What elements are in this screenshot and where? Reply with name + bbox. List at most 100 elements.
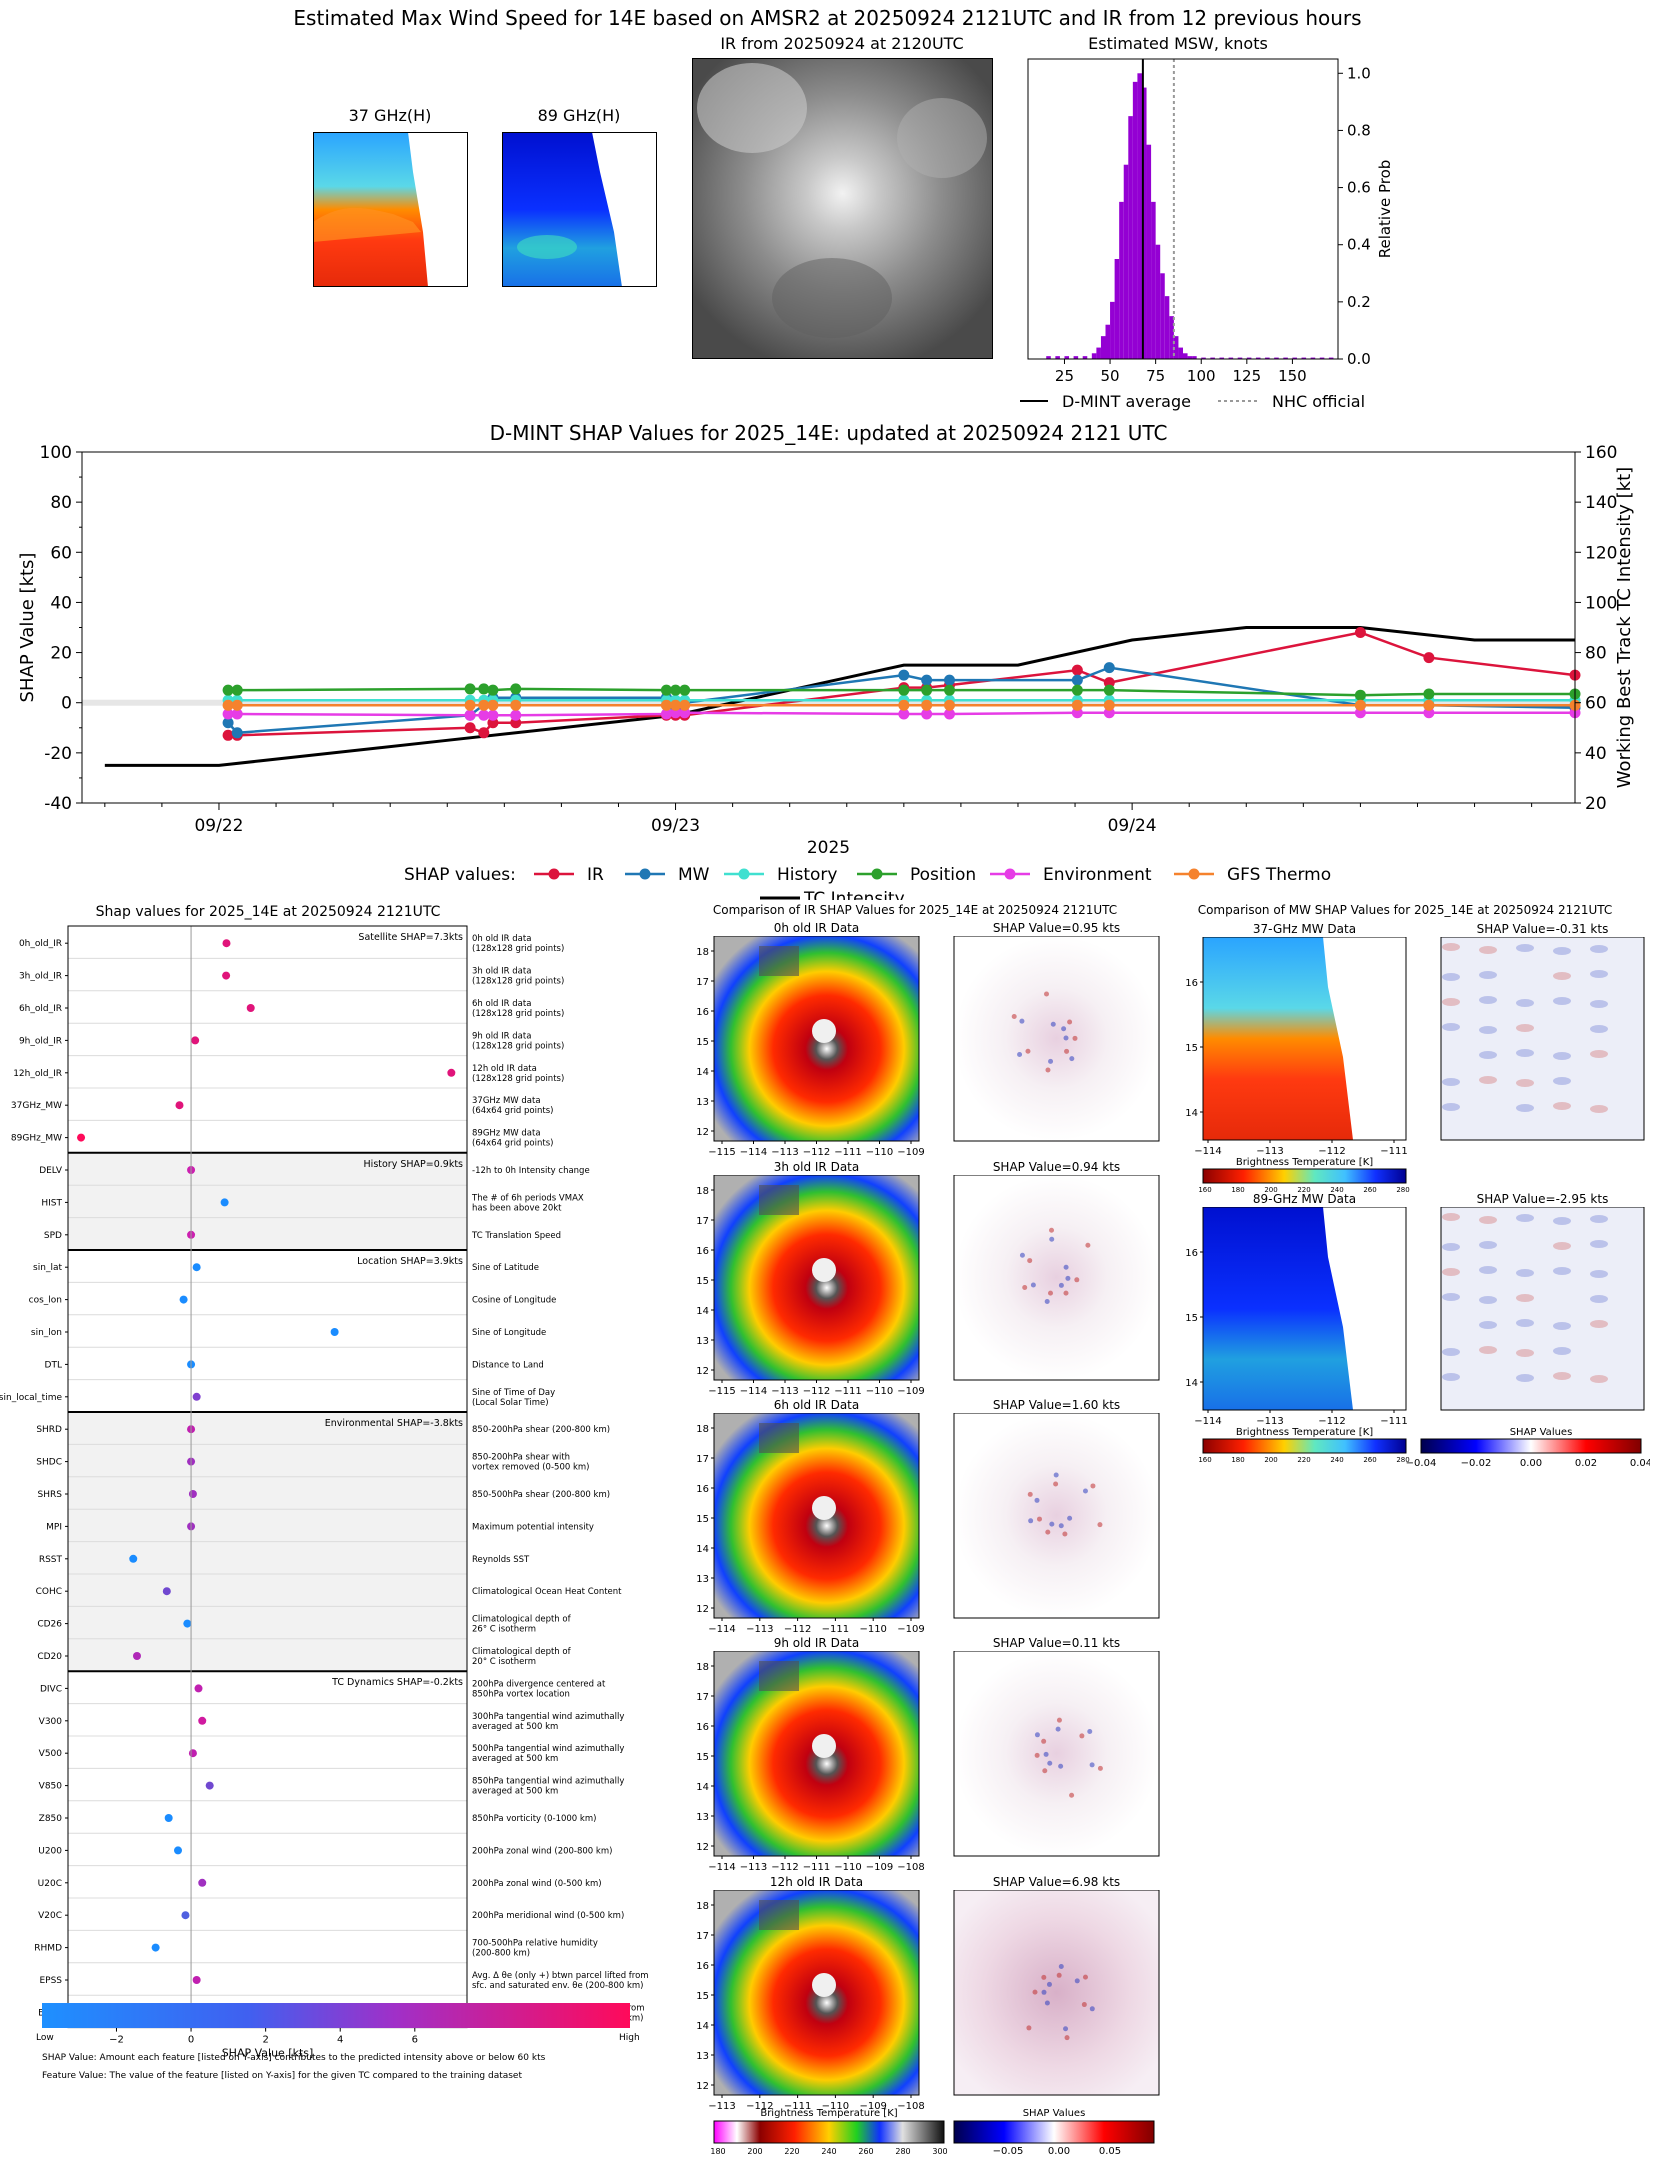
feature-desc: vortex removed (0-500 km) — [472, 1463, 589, 1473]
tc-intensity-line — [104, 626, 1575, 767]
series-point — [679, 707, 691, 719]
mw-shap-speck — [1553, 1347, 1571, 1355]
series-point — [1354, 689, 1366, 701]
feature-dot — [192, 1392, 201, 1401]
series-point — [510, 709, 522, 721]
shap-speck — [1049, 1227, 1055, 1233]
shap-speck — [1019, 1018, 1025, 1024]
feature-desc: Cosine of Longitude — [472, 1296, 556, 1306]
series-point — [510, 717, 522, 729]
feature-name: CD26 — [37, 1620, 62, 1630]
feature-desc: 500hPa tangential wind azimuthally — [472, 1744, 624, 1754]
series-gfs-thermo — [222, 699, 1581, 711]
hist-title: Estimated MSW, knots — [1088, 34, 1268, 53]
series-point — [510, 699, 522, 711]
shap-speck — [1090, 1483, 1096, 1489]
mw-xtick-label: −113 — [1256, 1416, 1283, 1427]
feature-name: SHDC — [36, 1458, 62, 1468]
ir-frame — [713, 1413, 920, 1619]
ir-shap-label: SHAP Value=0.94 kts — [992, 1160, 1121, 1174]
mw-shap-speck — [1553, 947, 1571, 955]
feature-name: 12h_old_IR — [13, 1069, 62, 1079]
shap-speck — [1069, 1792, 1075, 1798]
group-label: Satellite SHAP=7.3kts — [358, 932, 463, 943]
ir-ytick-label: 13 — [696, 1336, 709, 1347]
series-point — [231, 684, 243, 696]
ir-xtick-label: −109 — [859, 2101, 886, 2112]
feature-dot — [198, 1878, 207, 1887]
ir-xtick-label: −113 — [771, 1386, 798, 1397]
feature-desc: (128x128 grid points) — [472, 977, 564, 987]
shap-speck — [1064, 2035, 1070, 2041]
hist-chart: 25 50 75 100 125 150 0.0 0.2 0.4 0.6 0.8 1.0 Relativ… — [1020, 58, 1394, 411]
ts-ytick-right-label: 80 — [1585, 644, 1607, 664]
panel-ir-title: IR from 20250924 at 2120UTC — [720, 34, 964, 53]
mw-xtick-label: −114 — [1194, 1146, 1221, 1157]
ts-legend-title: SHAP values: — [404, 865, 516, 885]
feature-dot — [192, 1263, 201, 1272]
mw-shap-speck — [1479, 1321, 1497, 1329]
ts-ytick-right-label: 160 — [1585, 443, 1617, 463]
hist-bar — [1146, 144, 1152, 359]
series-point — [660, 708, 672, 720]
ir-ytick-label: 17 — [696, 1216, 709, 1227]
ir-shap-label: SHAP Value=6.98 kts — [992, 1875, 1121, 1889]
ts-legend-label: Position — [910, 865, 976, 885]
ir-xtick-label: −113 — [708, 2101, 735, 2112]
hist-bar — [1096, 347, 1101, 359]
ir-ytick-label: 13 — [696, 1574, 709, 1585]
ir-ytick-label: 18 — [696, 1186, 709, 1197]
mw-shap-speck — [1442, 1268, 1460, 1276]
series-point — [670, 699, 682, 711]
mw-shap-speck — [1479, 996, 1497, 1004]
feature-name: SHRS — [38, 1490, 63, 1500]
ir-xtick-label: −113 — [746, 1624, 773, 1635]
feature-name: CD20 — [37, 1652, 62, 1662]
ir-ytick-label: 15 — [696, 1752, 709, 1763]
ir-xtick-label: −108 — [897, 2101, 924, 2112]
ir-ytick-label: 17 — [696, 1692, 709, 1703]
mw-ytick-label: 15 — [1185, 1313, 1198, 1324]
mw-shap-speck — [1553, 1077, 1571, 1085]
feature-name: SPD — [44, 1231, 62, 1241]
feature-desc: 9h old IR data — [472, 1031, 531, 1041]
ir-ytick-label: 12 — [696, 1366, 709, 1377]
series-point — [1423, 652, 1435, 664]
mw-cbar-tick: 220 — [1297, 1186, 1310, 1194]
feature-dot — [164, 1814, 173, 1822]
mw-ytick-label: 14 — [1185, 1378, 1198, 1389]
mw-shap-speck — [1516, 1319, 1534, 1327]
mw-row-label: 89-GHz MW Data — [1252, 1192, 1357, 1206]
ir-xtick-label: −110 — [866, 1386, 893, 1397]
shap-speck — [1027, 1258, 1033, 1264]
hist-ytick-label: 0.8 — [1347, 121, 1371, 139]
ir-ytick-label: 12 — [696, 1842, 709, 1853]
ir-xtick-label: −112 — [803, 1386, 830, 1397]
shap-speck — [1044, 1298, 1050, 1304]
mw-shap-cbar-tick: 0.04 — [1630, 1458, 1650, 1467]
shap-speck — [1097, 1522, 1103, 1528]
feature-name: 6h_old_IR — [19, 1004, 62, 1014]
hist-bar — [1100, 336, 1106, 359]
ts-legend-marker — [738, 868, 750, 880]
ts-legend-marker — [639, 868, 651, 880]
ir-shap-frame — [953, 1413, 1160, 1619]
shap-speck — [1065, 1275, 1071, 1281]
feature-name: 37GHz_MW — [11, 1101, 62, 1111]
ir-xtick-label: −111 — [834, 1147, 861, 1158]
feature-name: V850 — [39, 1782, 63, 1792]
shap-speck — [1069, 1056, 1075, 1062]
shap-speck — [1030, 1282, 1036, 1288]
mw-shap-speck — [1516, 1294, 1534, 1302]
shap-speck — [1081, 2002, 1087, 2008]
ir-cloud — [759, 1423, 799, 1453]
ir-xtick-label: −113 — [740, 1862, 767, 1873]
mw-shap-speck — [1479, 1241, 1497, 1249]
hist-bar — [1137, 73, 1142, 360]
group-label: Location SHAP=3.9kts — [357, 1256, 463, 1267]
hist-xtick-label: 100 — [1187, 367, 1216, 385]
ir-xtick-label: −110 — [866, 1147, 893, 1158]
series-point — [487, 709, 499, 721]
shap-speck — [1074, 1277, 1080, 1283]
mw-shap-speck — [1553, 1322, 1571, 1330]
